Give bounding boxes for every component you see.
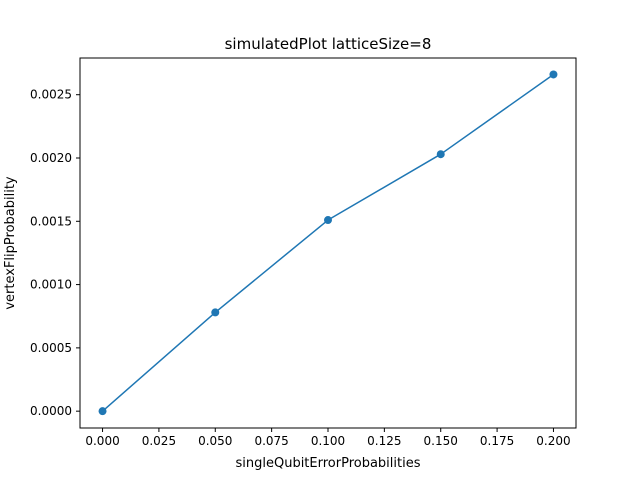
x-tick-label: 0.200: [536, 434, 570, 448]
y-tick-label: 0.0010: [30, 278, 72, 292]
x-tick-label: 0.050: [198, 434, 232, 448]
y-tick-label: 0.0015: [30, 214, 72, 228]
x-tick-label: 0.125: [367, 434, 401, 448]
y-tick-label: 0.0025: [30, 88, 72, 102]
y-axis-label: vertexFlipProbability: [3, 176, 18, 310]
y-tick-label: 0.0020: [30, 151, 72, 165]
x-tick-label: 0.100: [311, 434, 345, 448]
y-tick-label: 0.0005: [30, 341, 72, 355]
x-axis-label: singleQubitErrorProbabilities: [235, 456, 420, 471]
axis-ticks: 0.000 0.025 0.050 0.075 0.100 0.125 0.150 0.175…: [30, 88, 571, 448]
series-line: [102, 73, 554, 412]
x-tick-label: 0.150: [424, 434, 458, 448]
x-tick-label: 0.175: [480, 434, 514, 448]
data-point: [98, 407, 107, 416]
x-tick-label: 0.025: [142, 434, 176, 448]
y-tick-label: 0.0000: [30, 404, 72, 418]
data-point: [211, 308, 220, 317]
data-point: [436, 150, 445, 159]
chart-title: simulatedPlot latticeSize=8: [225, 35, 432, 53]
data-point: [324, 216, 332, 225]
series-layer: [98, 70, 558, 416]
x-tick-label: 0.075: [254, 434, 288, 448]
data-point: [549, 70, 558, 79]
plot-frame: [79, 57, 577, 429]
x-tick-label: 0.000: [85, 434, 119, 448]
